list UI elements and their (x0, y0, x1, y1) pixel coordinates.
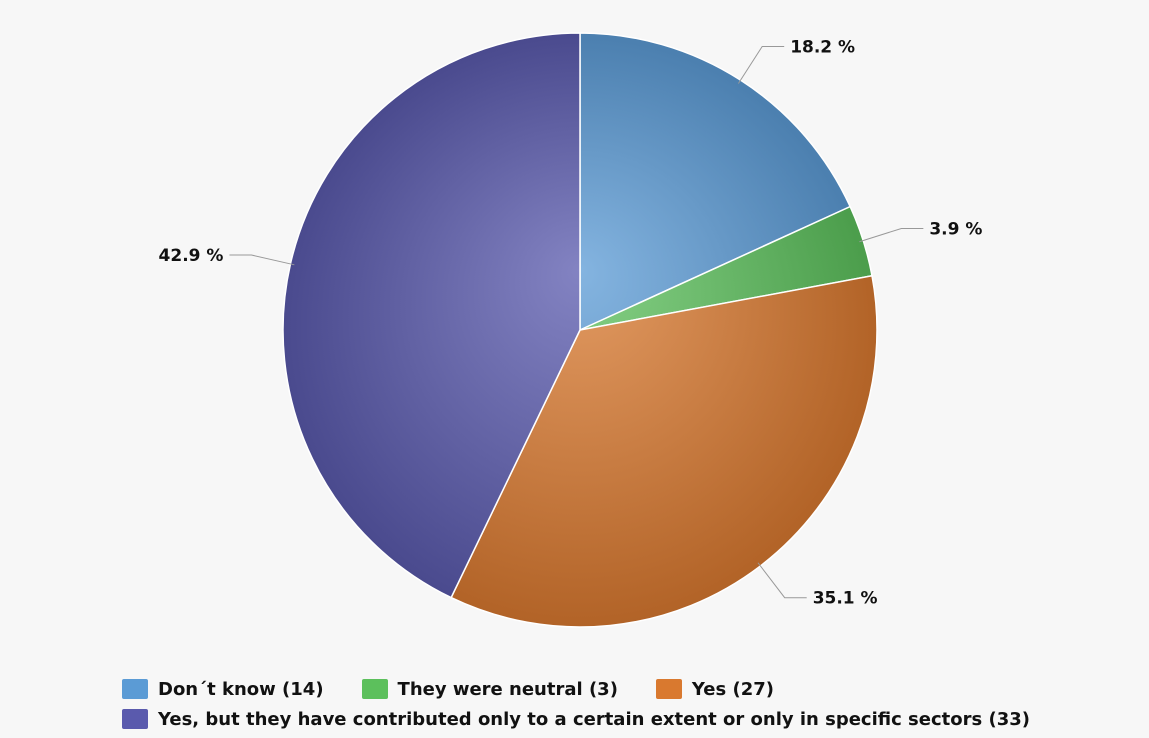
data-label-neutral: 3.9 % (929, 219, 982, 239)
legend-item-neutral[interactable]: They were neutral (3) (361, 678, 618, 700)
legend-item-dont-know[interactable]: Don´t know (14) (122, 679, 324, 700)
data-label-dont-know: 18.2 % (790, 37, 855, 57)
legend-swatch-dont-know (122, 679, 148, 699)
data-label-yes: 35.1 % (813, 589, 878, 609)
legend-item-yes[interactable]: Yes (27) (655, 678, 774, 700)
legend-swatch-yes-but (122, 709, 148, 729)
leader-line-neutral (859, 227, 924, 243)
legend-label-yes: Yes (27) (691, 678, 774, 700)
leader-line-yes (757, 562, 807, 599)
legend-label-dont-know: Don´t know (14) (158, 678, 324, 700)
legend-label-yes-but: Yes, but they have contributed only to a… (158, 708, 1030, 730)
legend-swatch-neutral (361, 679, 388, 699)
leader-line-dont-know (737, 45, 785, 84)
legend-swatch-yes (655, 679, 682, 699)
data-label-yes-but: 42.9 % (159, 246, 224, 266)
leader-line-yes-but (229, 254, 295, 266)
legend-label-neutral: They were neutral (3) (397, 678, 618, 700)
legend-row-2: Yes, but they have contributed only to a… (122, 704, 1068, 734)
legend: Don´t know (14) They were neutral (3) Ye… (122, 674, 1068, 734)
legend-row-1: Don´t know (14) They were neutral (3) Ye… (122, 674, 1068, 704)
legend-item-yes-but[interactable]: Yes, but they have contributed only to a… (122, 709, 1030, 730)
